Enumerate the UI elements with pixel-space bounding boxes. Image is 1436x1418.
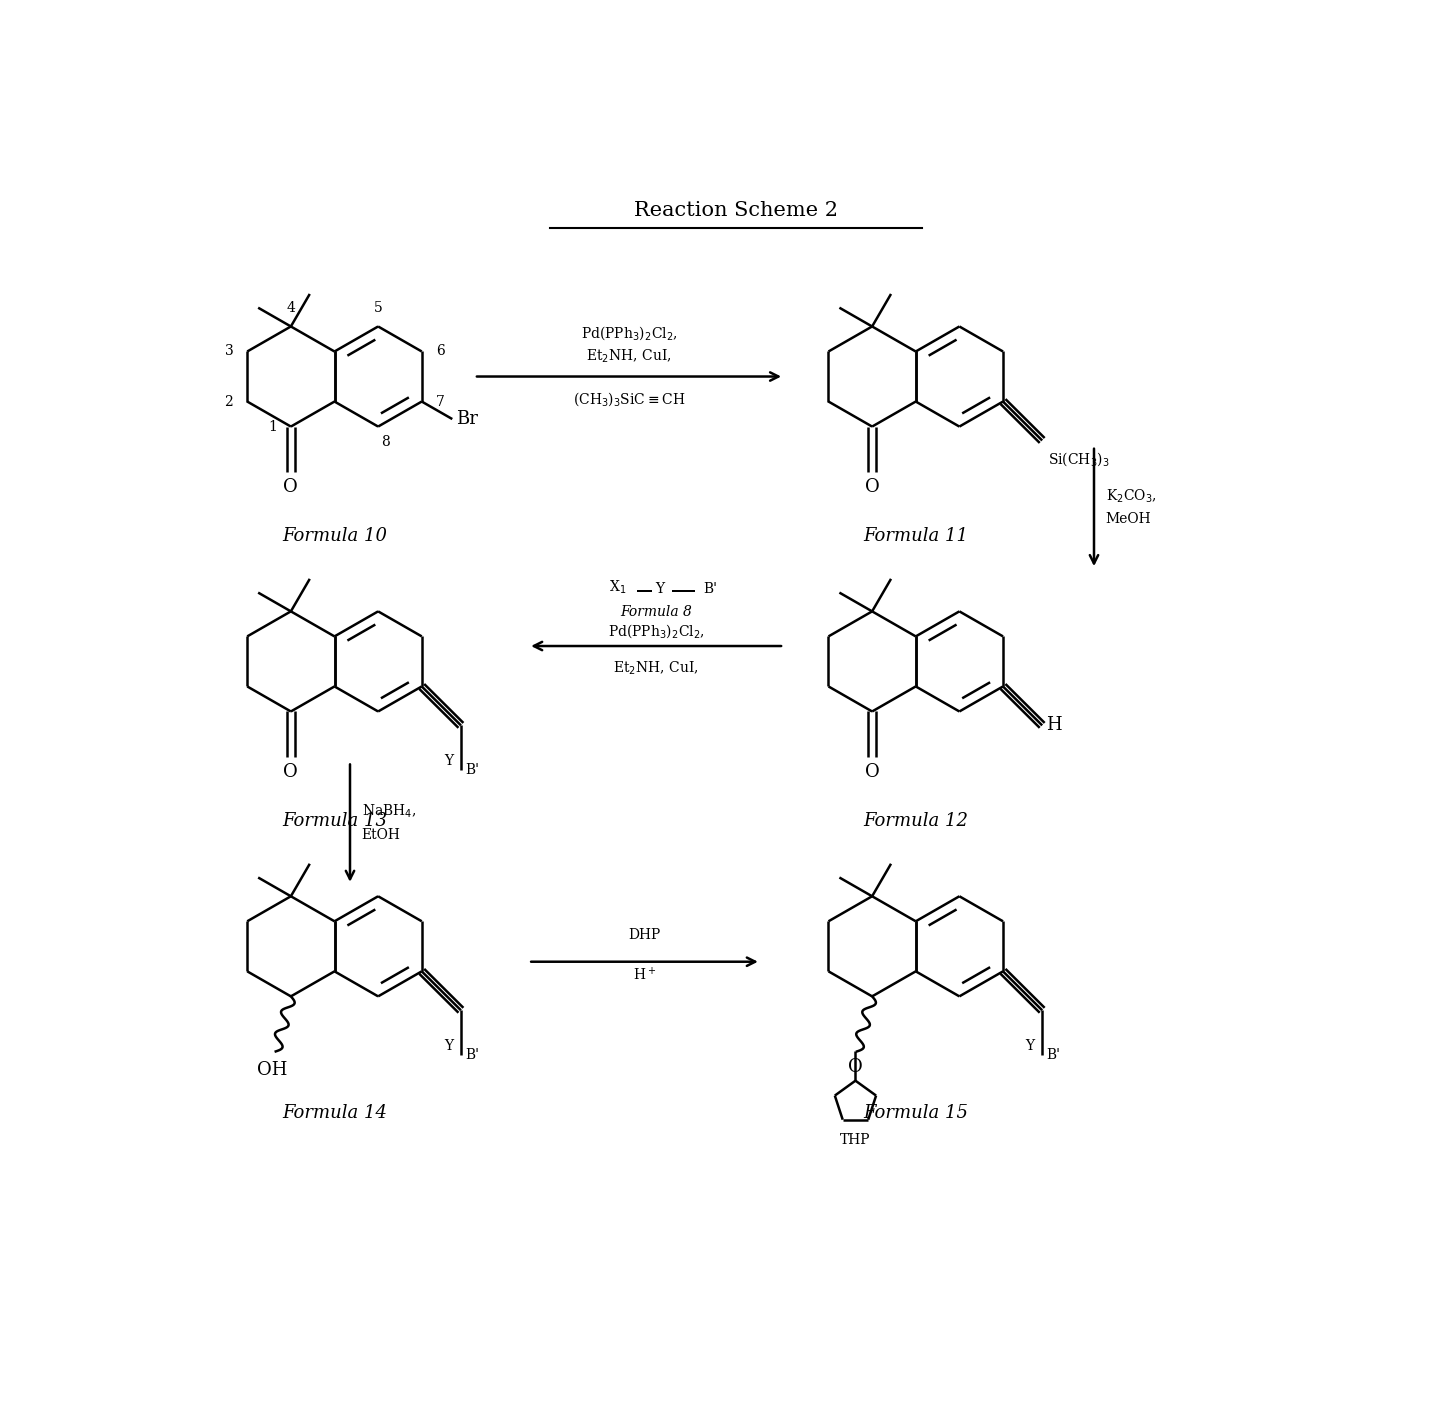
Text: Formula 14: Formula 14	[281, 1105, 386, 1122]
Text: MeOH: MeOH	[1106, 512, 1152, 526]
Text: THP: THP	[840, 1133, 870, 1147]
Text: Y: Y	[444, 754, 454, 769]
Text: Y: Y	[444, 1039, 454, 1054]
Text: Formula 10: Formula 10	[281, 526, 386, 545]
Text: (CH$_3$)$_3$SiC$\equiv$CH: (CH$_3$)$_3$SiC$\equiv$CH	[573, 390, 685, 408]
Text: O: O	[283, 763, 299, 781]
Text: O: O	[864, 763, 879, 781]
Text: O: O	[864, 478, 879, 496]
Text: Formula 11: Formula 11	[863, 526, 968, 545]
Text: EtOH: EtOH	[362, 828, 401, 842]
Text: B': B'	[465, 763, 478, 777]
Text: OH: OH	[257, 1061, 287, 1079]
Text: Y: Y	[655, 581, 665, 596]
Text: 2: 2	[224, 394, 233, 408]
Text: Formula 12: Formula 12	[863, 811, 968, 830]
Text: X$_1$: X$_1$	[609, 579, 626, 596]
Text: NaBH$_4$,: NaBH$_4$,	[362, 803, 416, 820]
Text: 1: 1	[269, 420, 277, 434]
Text: Et$_2$NH, CuI,: Et$_2$NH, CuI,	[613, 659, 699, 678]
Text: Br: Br	[457, 410, 478, 428]
Text: Reaction Scheme 2: Reaction Scheme 2	[633, 201, 839, 220]
Text: K$_2$CO$_3$,: K$_2$CO$_3$,	[1106, 488, 1156, 505]
Text: 5: 5	[373, 302, 382, 315]
Text: H$^+$: H$^+$	[633, 966, 656, 983]
Text: Pd(PPh$_3$)$_2$Cl$_2$,: Pd(PPh$_3$)$_2$Cl$_2$,	[580, 325, 678, 342]
Text: Si(CH$_3$)$_3$: Si(CH$_3$)$_3$	[1048, 450, 1110, 468]
Text: 7: 7	[435, 394, 445, 408]
Text: Formula 8: Formula 8	[620, 605, 692, 620]
Text: DHP: DHP	[629, 929, 661, 943]
Text: Y: Y	[1025, 1039, 1034, 1054]
Text: H: H	[1045, 716, 1061, 735]
Text: 8: 8	[381, 435, 389, 450]
Text: B': B'	[704, 581, 718, 596]
Text: 3: 3	[224, 345, 233, 359]
Text: 6: 6	[435, 345, 445, 359]
Text: Pd(PPh$_3$)$_2$Cl$_2$,: Pd(PPh$_3$)$_2$Cl$_2$,	[607, 623, 705, 640]
Text: B': B'	[465, 1048, 478, 1062]
Text: 4: 4	[286, 302, 296, 315]
Text: Formula 13: Formula 13	[281, 811, 386, 830]
Text: O: O	[283, 478, 299, 496]
Text: B': B'	[1045, 1048, 1060, 1062]
Text: Et$_2$NH, CuI,: Et$_2$NH, CuI,	[586, 347, 672, 364]
Text: Formula 15: Formula 15	[863, 1105, 968, 1122]
Text: O: O	[849, 1058, 863, 1076]
